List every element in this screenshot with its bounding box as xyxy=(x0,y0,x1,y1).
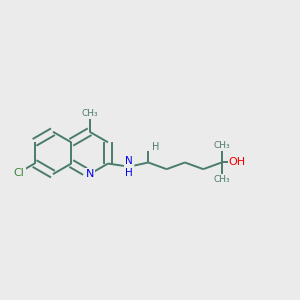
Text: CH₃: CH₃ xyxy=(213,141,230,150)
Text: N: N xyxy=(85,169,94,179)
Text: CH₃: CH₃ xyxy=(213,175,230,184)
Text: CH₃: CH₃ xyxy=(81,109,98,118)
Text: Cl: Cl xyxy=(14,168,24,178)
Text: OH: OH xyxy=(229,158,246,167)
Text: N
H: N H xyxy=(125,156,133,178)
Text: H: H xyxy=(152,142,159,152)
